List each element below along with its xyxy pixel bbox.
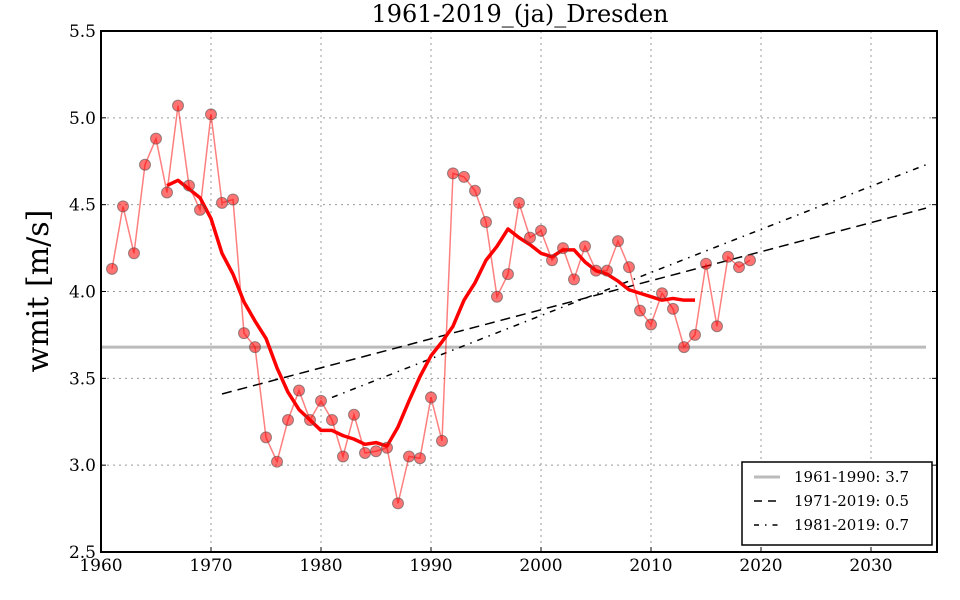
data-point xyxy=(128,247,140,260)
data-point xyxy=(326,414,338,427)
data-point xyxy=(711,320,723,333)
data-point xyxy=(392,497,404,510)
data-point xyxy=(744,254,756,267)
x-tick-label: 1970 xyxy=(189,556,232,576)
y-tick-label: 3.5 xyxy=(69,369,96,389)
data-point xyxy=(568,273,580,286)
chart-title: 1961-2019_(ja)_Dresden xyxy=(372,0,669,28)
data-point xyxy=(513,196,525,209)
data-point xyxy=(447,167,459,180)
y-tick-label: 5.0 xyxy=(69,109,96,129)
data-point xyxy=(425,391,437,404)
data-point xyxy=(359,447,371,460)
data-point xyxy=(678,341,690,354)
x-tick-label: 1980 xyxy=(299,556,342,576)
data-point xyxy=(458,170,470,183)
data-point xyxy=(579,240,591,253)
ticks: 1960 1970 1980 1990 2000 2010 2020 2030 2.5 3.0 3.… xyxy=(69,22,937,576)
data-point xyxy=(590,264,602,277)
y-tick-label: 5.5 xyxy=(69,22,96,42)
data-point xyxy=(634,304,646,317)
data-point xyxy=(315,394,327,407)
y-tick-label: 2.5 xyxy=(69,543,96,563)
data-point xyxy=(546,254,558,267)
data-point xyxy=(282,414,294,427)
annual-line xyxy=(111,105,751,504)
data-point xyxy=(403,450,415,463)
data-point xyxy=(645,318,657,331)
data-point xyxy=(304,414,316,427)
reference-line-dashed xyxy=(221,207,927,395)
data-point xyxy=(183,179,195,192)
data-point xyxy=(238,327,250,340)
data-point xyxy=(414,452,426,465)
data-point xyxy=(667,302,679,315)
data-point xyxy=(249,341,261,354)
x-tick-label: 1960 xyxy=(79,556,122,576)
data-point xyxy=(689,328,701,341)
data-point xyxy=(172,99,184,112)
data-point xyxy=(656,287,668,300)
series xyxy=(106,99,756,510)
legend-label-baseline: 1961-1990: 3.7 xyxy=(794,468,909,486)
data-point xyxy=(293,384,305,397)
data-point xyxy=(337,450,349,463)
x-tick-label: 2030 xyxy=(849,556,892,576)
data-point xyxy=(469,184,481,197)
data-point xyxy=(194,203,206,216)
data-point xyxy=(117,200,129,213)
data-point xyxy=(381,441,393,454)
data-point xyxy=(370,445,382,458)
x-tick-label: 2000 xyxy=(519,556,562,576)
data-point xyxy=(623,261,635,274)
data-point xyxy=(535,224,547,237)
data-point xyxy=(436,434,448,447)
legend: 1961-1990: 3.7 1971-2019: 0.5 1981-2019:… xyxy=(741,461,933,546)
x-tick-label: 2010 xyxy=(629,556,672,576)
data-point xyxy=(139,158,151,171)
data-point xyxy=(733,261,745,274)
data-point xyxy=(502,268,514,281)
data-point xyxy=(271,455,283,468)
data-point xyxy=(722,250,734,263)
data-point xyxy=(480,216,492,229)
data-point xyxy=(216,196,228,209)
x-tick-label: 2020 xyxy=(739,556,782,576)
y-tick-label: 4.0 xyxy=(69,283,96,303)
y-tick-label: 3.0 xyxy=(69,456,96,476)
reference-line-dashdot xyxy=(331,164,927,399)
data-point xyxy=(161,186,173,199)
data-point xyxy=(348,408,360,421)
legend-label-dashed: 1971-2019: 0.5 xyxy=(794,492,909,510)
data-point xyxy=(205,108,217,121)
reference-lines xyxy=(101,164,927,399)
data-point xyxy=(227,193,239,206)
y-tick-label: 4.5 xyxy=(69,196,96,216)
x-tick-label: 1990 xyxy=(409,556,452,576)
data-point xyxy=(150,132,162,145)
data-point xyxy=(106,262,118,275)
legend-label-dashdot: 1981-2019: 0.7 xyxy=(794,516,909,534)
data-point xyxy=(491,290,503,303)
data-point xyxy=(601,264,613,277)
data-point xyxy=(557,242,569,255)
data-point xyxy=(612,235,624,248)
data-point xyxy=(524,231,536,244)
y-axis-label: wmit [m/s] xyxy=(21,210,56,373)
data-point xyxy=(260,431,272,444)
data-point xyxy=(700,257,712,270)
